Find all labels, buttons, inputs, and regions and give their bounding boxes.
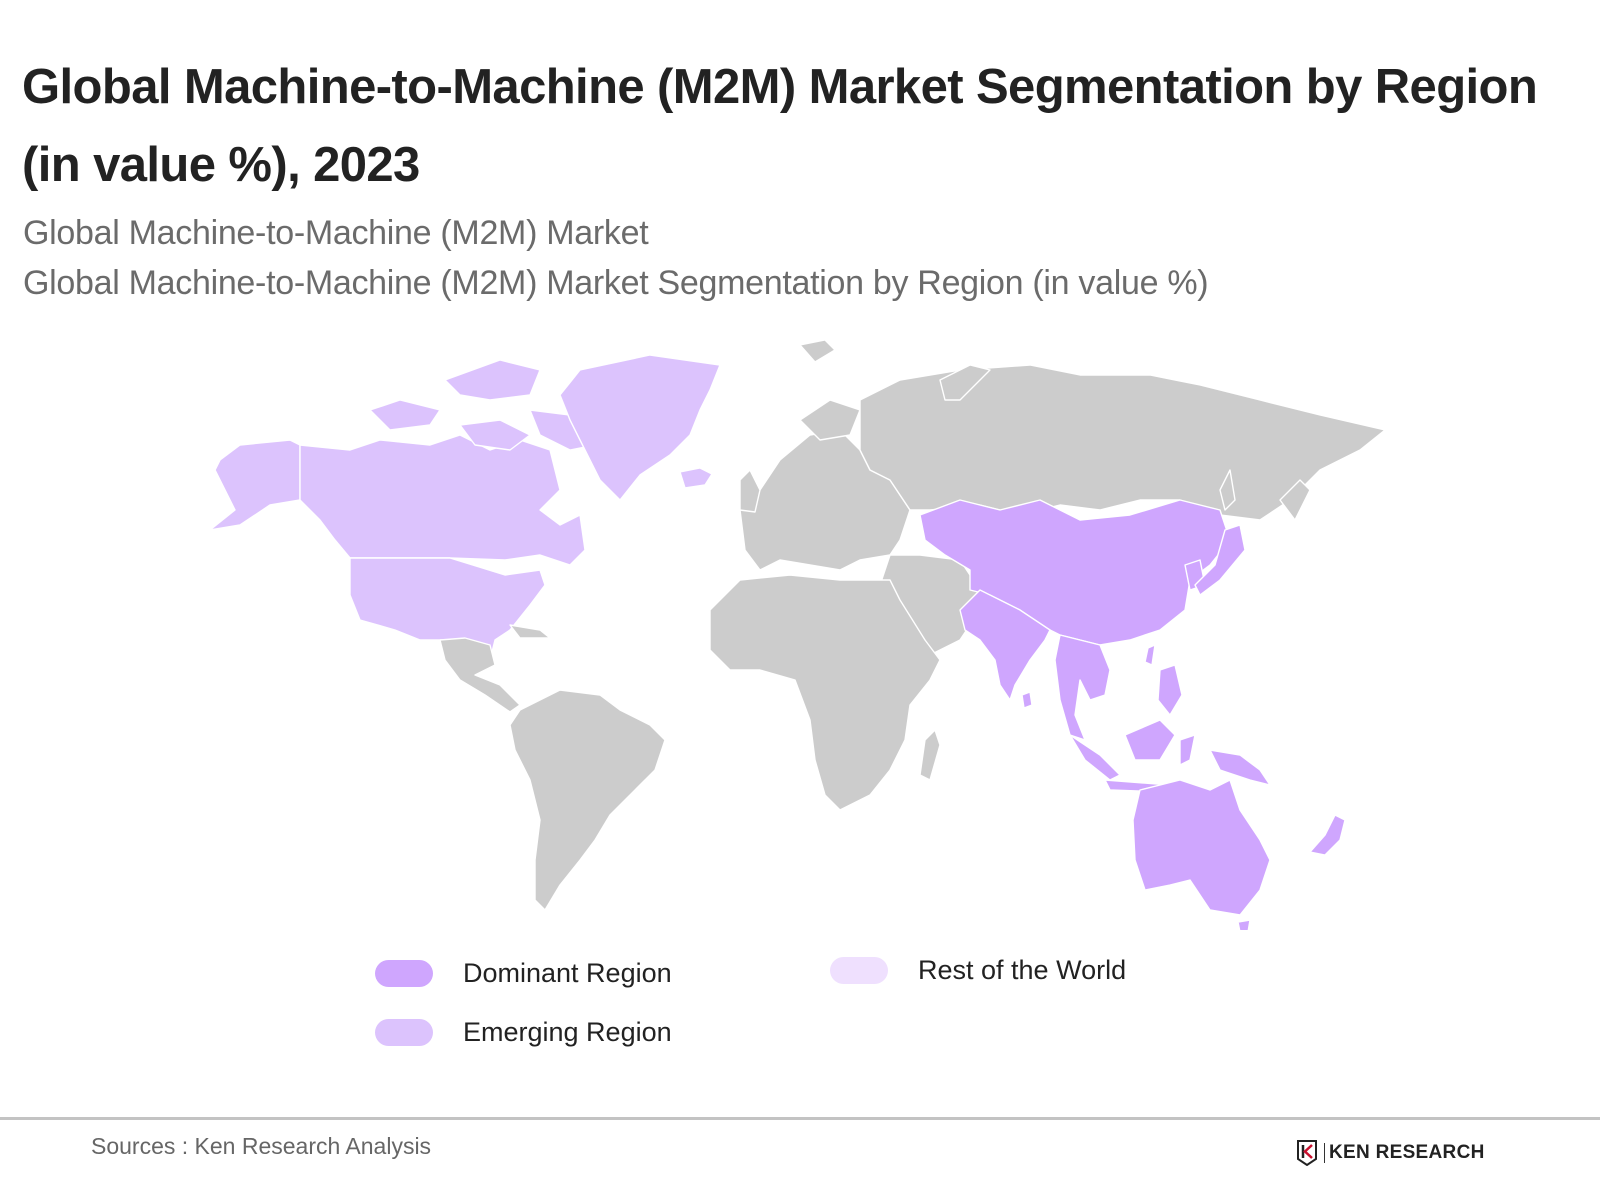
world-map <box>209 340 1386 930</box>
region-asia-pacific <box>919 499 1346 930</box>
legend-item-rest-of-world: Rest of the World <box>830 955 1126 986</box>
subtitle-segmentation: Global Machine-to-Machine (M2M) Market S… <box>23 264 1209 302</box>
source-note: Sources : Ken Research Analysis <box>91 1133 432 1159</box>
subtitle-market: Global Machine-to-Machine (M2M) Market <box>23 214 649 252</box>
legend-swatch-rest-of-world <box>830 957 888 984</box>
legend-label-emerging: Emerging Region <box>463 1017 672 1047</box>
logo-separator <box>1324 1143 1325 1163</box>
legend-swatch-emerging <box>375 1019 433 1046</box>
chart-title: Global Machine-to-Machine (M2M) Market S… <box>22 60 1538 192</box>
legend-label-rest-of-world: Rest of the World <box>918 955 1127 985</box>
ken-research-logo-icon <box>1297 1140 1317 1166</box>
region-unclassified <box>439 340 1386 911</box>
footer-divider <box>0 1117 1600 1120</box>
legend-item-dominant: Dominant Region <box>375 958 672 989</box>
legend-label-dominant: Dominant Region <box>463 958 672 988</box>
logo-text: KEN RESEARCH <box>1329 1142 1485 1163</box>
ken-research-logo: KEN RESEARCH <box>1296 1140 1485 1166</box>
legend-swatch-dominant <box>375 960 433 987</box>
legend-item-emerging: Emerging Region <box>375 1017 672 1048</box>
region-north-america <box>209 354 721 661</box>
